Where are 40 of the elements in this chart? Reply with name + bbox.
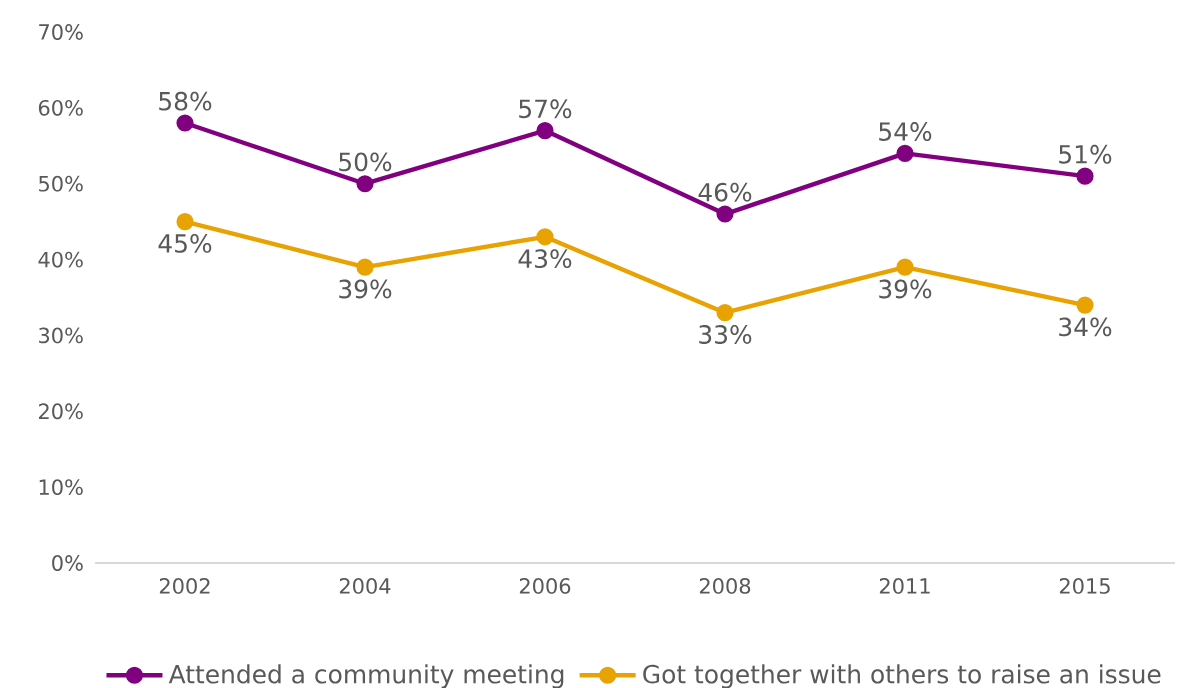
- point: [1076, 167, 1094, 185]
- point: [176, 213, 194, 231]
- point: [356, 175, 374, 193]
- y-tick-label: 60%: [38, 99, 83, 116]
- data-label: 57%: [519, 99, 572, 119]
- point: [716, 205, 734, 223]
- data-label: 51%: [1059, 144, 1112, 164]
- data-label: 46%: [698, 182, 752, 202]
- point: [176, 114, 194, 132]
- x-tick-label: 2015: [1059, 578, 1110, 594]
- data-label: 45%: [158, 234, 212, 253]
- data-label: 58%: [159, 91, 212, 111]
- y-tick-label: 30%: [39, 327, 83, 344]
- y-tick-label: 0%: [52, 555, 83, 571]
- data-label: 39%: [339, 279, 392, 299]
- data-label: 50%: [339, 152, 392, 172]
- x-tick-label: 2002: [159, 578, 210, 594]
- point: [536, 228, 554, 246]
- legend-label: Attended a community meeting: [168, 664, 564, 688]
- x-tick-label: 2008: [699, 578, 751, 594]
- data-label: 54%: [879, 122, 932, 141]
- x-tick-label: 2004: [339, 578, 391, 594]
- x-tick-label: 2006: [519, 578, 571, 594]
- legend-label: Got together with others to raise an issue: [643, 664, 1161, 688]
- y-tick-label: 10%: [39, 479, 83, 496]
- point: [356, 258, 374, 276]
- data-label: 33%: [699, 325, 752, 344]
- y-tick-label: 50%: [39, 175, 83, 192]
- point: [896, 258, 914, 276]
- y-tick-label: 40%: [38, 251, 83, 268]
- data-label: 34%: [1059, 317, 1112, 337]
- y-tick-label: 20%: [38, 403, 83, 420]
- point: [896, 144, 914, 162]
- point: [716, 304, 734, 322]
- data-label: 39%: [879, 279, 932, 299]
- y-tick-label: 70%: [39, 24, 83, 40]
- point: [1076, 296, 1094, 314]
- point: [536, 122, 554, 140]
- x-tick-label: 2011: [879, 578, 930, 594]
- data-label: 43%: [518, 249, 572, 269]
